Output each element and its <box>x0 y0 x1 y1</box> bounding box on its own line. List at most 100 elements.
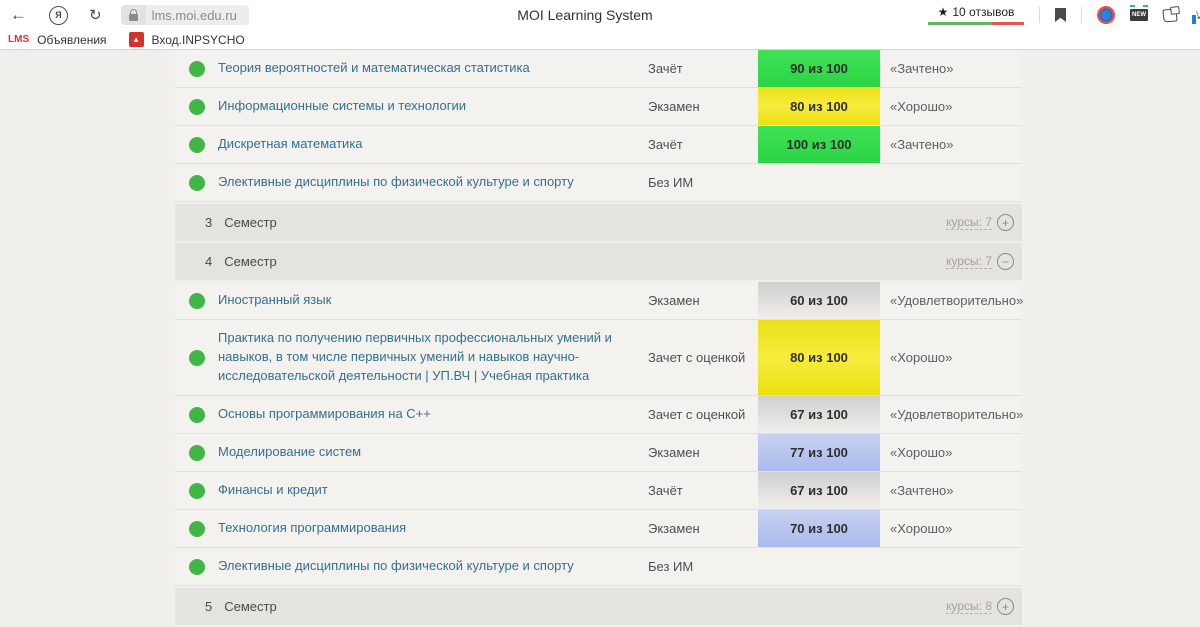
course-link[interactable]: Информационные системы и технологии <box>218 98 466 113</box>
table-row: Информационные системы и технологии Экза… <box>175 88 1022 126</box>
table-row: Практика по получению первичных професси… <box>175 320 1022 396</box>
bookmark-item-announcements[interactable]: Объявления <box>37 33 106 47</box>
course-link[interactable]: Моделирование систем <box>218 444 361 459</box>
grade: «Хорошо» <box>880 445 1022 460</box>
expand-icon[interactable]: + <box>997 214 1014 231</box>
semester-label: Семестр <box>224 254 276 269</box>
course-link[interactable]: Финансы и кредит <box>218 482 328 497</box>
grade: «Зачтено» <box>880 61 1022 76</box>
score-cell: 80 из 100 <box>758 88 880 125</box>
course-link[interactable]: Практика по получению первичных професси… <box>218 330 612 383</box>
score-cell: 60 из 100 <box>758 282 880 319</box>
expand-icon[interactable]: + <box>997 598 1014 615</box>
grades-table: Теория вероятностей и математическая ста… <box>175 50 1022 627</box>
table-row: Моделирование систем Экзамен 77 из 100 «… <box>175 434 1022 472</box>
separator <box>1081 7 1082 23</box>
grade: «Хорошо» <box>880 521 1022 536</box>
separator <box>1039 7 1040 23</box>
score-cell <box>758 164 880 201</box>
status-dot-icon <box>189 99 205 115</box>
score-cell: 100 из 100 <box>758 126 880 163</box>
course-link[interactable]: Теория вероятностей и математическая ста… <box>218 60 530 75</box>
exam-type: Зачет с оценкой <box>648 350 758 365</box>
semester-row[interactable]: 3 Семестр курсы: 7 + <box>175 204 1022 241</box>
table-row: Финансы и кредит Зачёт 67 из 100 «Зачтен… <box>175 472 1022 510</box>
table-row: Элективные дисциплины по физической куль… <box>175 548 1022 586</box>
score-cell: 80 из 100 <box>758 320 880 395</box>
page-title: MOI Learning System <box>517 0 652 30</box>
page-content: Теория вероятностей и математическая ста… <box>0 50 1200 611</box>
course-link[interactable]: Технология программирования <box>218 520 406 535</box>
lms-favicon: LMS <box>8 34 29 45</box>
courses-count-link[interactable]: курсы: 8 <box>946 599 992 614</box>
exam-type: Зачёт <box>648 137 758 152</box>
tag-icon[interactable] <box>1162 8 1177 22</box>
status-dot-icon <box>189 521 205 537</box>
extension-icon[interactable] <box>1097 6 1115 24</box>
status-dot-icon <box>189 407 205 423</box>
status-dot-icon <box>189 350 205 366</box>
score-cell: 67 из 100 <box>758 472 880 509</box>
grade: «Хорошо» <box>880 350 1022 365</box>
bookmarks-bar: LMS Объявления ▲ Вход.INPSYCHO <box>0 30 1200 50</box>
score-cell: 70 из 100 <box>758 510 880 547</box>
course-link[interactable]: Основы программирования на C++ <box>218 406 431 421</box>
score-cell <box>758 548 880 585</box>
yandex-menu-icon[interactable]: Я <box>49 6 68 25</box>
grade: «Удовлетворительно» <box>880 407 1023 422</box>
semester-label: Семестр <box>224 599 276 614</box>
status-dot-icon <box>189 293 205 309</box>
table-row: Технология программирования Экзамен 70 и… <box>175 510 1022 548</box>
address-bar[interactable]: lms.moi.edu.ru <box>146 5 249 25</box>
exam-type: Без ИМ <box>648 559 758 574</box>
exam-type: Экзамен <box>648 445 758 460</box>
status-dot-icon <box>189 483 205 499</box>
exam-type: Зачёт <box>648 483 758 498</box>
grade: «Зачтено» <box>880 137 1022 152</box>
star-icon: ★ <box>938 5 949 19</box>
collapse-icon[interactable]: − <box>997 253 1014 270</box>
grade: «Зачтено» <box>880 483 1022 498</box>
status-dot-icon <box>189 175 205 191</box>
semester-number: 5 <box>205 599 212 614</box>
semester-label: Семестр <box>224 215 276 230</box>
course-link[interactable]: Дискретная математика <box>218 136 363 151</box>
exam-type: Зачёт <box>648 61 758 76</box>
exam-type: Без ИМ <box>648 175 758 190</box>
grade: «Удовлетворительно» <box>880 293 1023 308</box>
semester-row[interactable]: 5 Семестр курсы: 8 + <box>175 588 1022 625</box>
semester-row[interactable]: 4 Семестр курсы: 7 − <box>175 243 1022 280</box>
site-security-chip[interactable] <box>121 5 146 25</box>
course-link[interactable]: Иностранный язык <box>218 292 331 307</box>
crest-favicon: ▲ <box>129 32 144 47</box>
course-link[interactable]: Элективные дисциплины по физической куль… <box>218 174 574 189</box>
score-cell: 90 из 100 <box>758 50 880 87</box>
back-icon[interactable]: ← <box>10 5 27 25</box>
browser-toolbar: ← Я ↻ lms.moi.edu.ru MOI Learning System… <box>0 0 1200 30</box>
site-reviews-button[interactable]: ★ 10 отзывов <box>928 5 1024 25</box>
refresh-icon[interactable]: ↻ <box>89 6 102 24</box>
table-row: Иностранный язык Экзамен 60 из 100 «Удов… <box>175 282 1022 320</box>
score-cell: 77 из 100 <box>758 434 880 471</box>
semester-number: 4 <box>205 254 212 269</box>
exam-type: Зачет с оценкой <box>648 407 758 422</box>
bookmark-icon[interactable] <box>1055 8 1066 22</box>
exam-type: Экзамен <box>648 293 758 308</box>
exam-type: Экзамен <box>648 99 758 114</box>
lock-icon <box>129 14 138 21</box>
status-dot-icon <box>189 61 205 77</box>
courses-count-link[interactable]: курсы: 7 <box>946 215 992 230</box>
status-dot-icon <box>189 445 205 461</box>
grade: «Хорошо» <box>880 99 1022 114</box>
status-dot-icon <box>189 559 205 575</box>
score-cell: 67 из 100 <box>758 396 880 433</box>
new-badge-icon[interactable]: NEW <box>1130 9 1148 21</box>
course-link[interactable]: Элективные дисциплины по физической куль… <box>218 558 574 573</box>
rating-bar <box>928 22 1024 25</box>
bookmark-item-inpsycho[interactable]: Вход.INPSYCHO <box>152 33 245 47</box>
table-row: Теория вероятностей и математическая ста… <box>175 50 1022 88</box>
courses-count-link[interactable]: курсы: 7 <box>946 254 992 269</box>
status-dot-icon <box>189 137 205 153</box>
reviews-count-label: 10 отзывов <box>952 5 1014 19</box>
download-icon[interactable]: ↓ <box>1192 6 1200 24</box>
